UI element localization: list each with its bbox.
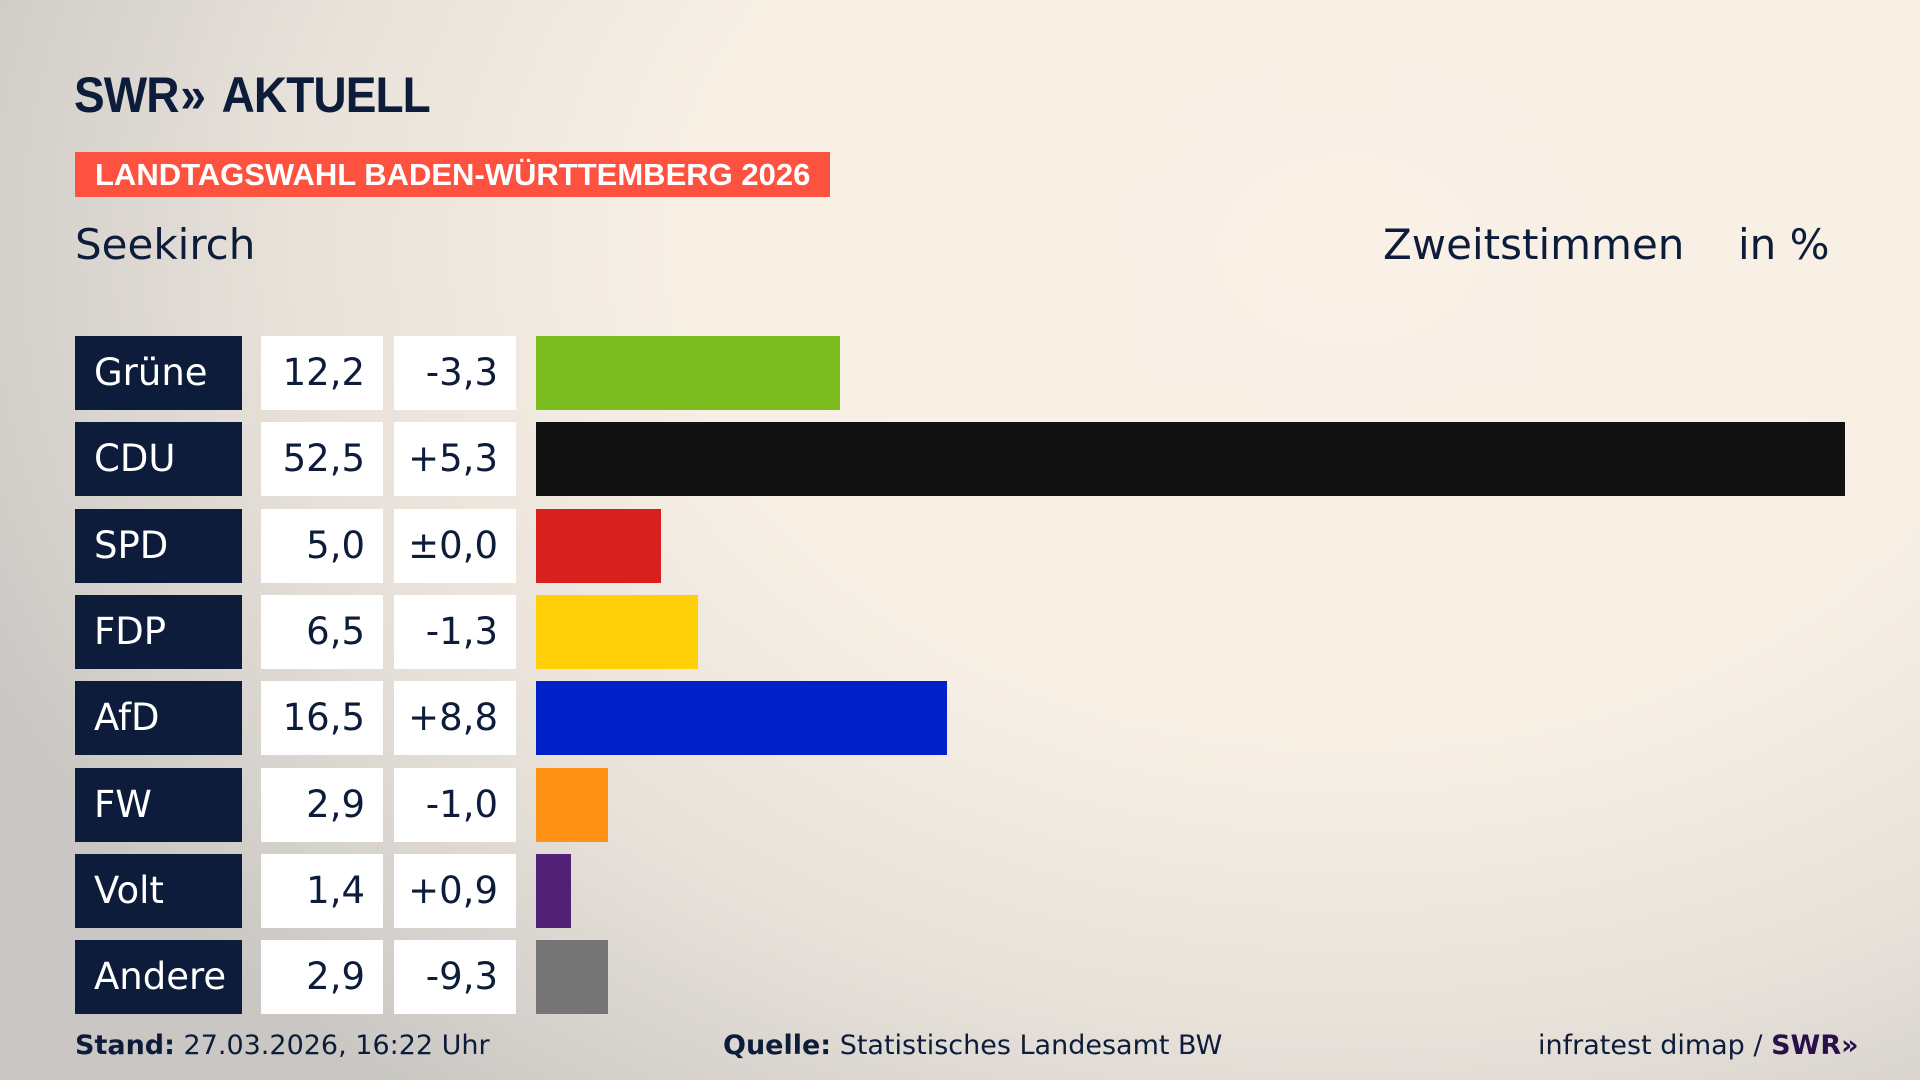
source: Quelle: Statistisches Landesamt BW (723, 1030, 1222, 1061)
diff-label: +8,8 (394, 681, 516, 756)
bar (536, 940, 609, 1015)
swr-small-logo: SWR» (1771, 1030, 1859, 1061)
stand-value: 27.03.2026, 16:22 Uhr (183, 1030, 490, 1061)
credit: infratest dimap / SWR» (1538, 1030, 1859, 1061)
logo-swr: SWR (74, 67, 179, 123)
chevrons-icon: » (180, 67, 206, 123)
party-label: Volt (75, 853, 242, 928)
party-label: SPD (75, 508, 242, 583)
diff-label: +5,3 (394, 422, 516, 497)
bar (536, 508, 661, 583)
diff-label: -1,3 (394, 594, 516, 669)
bar (536, 594, 699, 669)
value-label: 5,0 (261, 508, 383, 583)
value-label: 16,5 (261, 681, 383, 756)
party-label: Grüne (75, 336, 242, 410)
bar (536, 767, 609, 842)
party-label: CDU (75, 422, 242, 497)
timestamp: Stand: 27.03.2026, 16:22 Uhr (75, 1030, 490, 1061)
diff-label: ±0,0 (394, 508, 516, 583)
bar (536, 422, 1845, 497)
logo-aktuell: AKTUELL (221, 67, 431, 123)
party-label: Andere (75, 940, 242, 1015)
value-label: 52,5 (261, 422, 383, 497)
unit-label: in % (1738, 220, 1830, 269)
diff-label: -9,3 (394, 940, 516, 1015)
diff-label: -3,3 (394, 336, 516, 410)
value-label: 2,9 (261, 940, 383, 1015)
value-label: 2,9 (261, 767, 383, 842)
election-banner: LANDTAGSWAHL BADEN-WÜRTTEMBERG 2026 (75, 152, 831, 197)
credit-text: infratest dimap / (1538, 1030, 1763, 1061)
bar (536, 853, 571, 928)
bar (536, 336, 841, 410)
value-label: 1,4 (261, 853, 383, 928)
value-label: 12,2 (261, 336, 383, 410)
party-label: FDP (75, 594, 242, 669)
source-value: Statistisches Landesamt BW (839, 1030, 1223, 1061)
bar (536, 681, 948, 756)
source-label: Quelle: (723, 1030, 832, 1061)
place-title: Seekirch (75, 220, 256, 269)
party-label: AfD (75, 681, 242, 756)
diff-label: +0,9 (394, 853, 516, 928)
swr-aktuell-logo: SWR » AKTUELL (74, 66, 431, 124)
party-label: FW (75, 767, 242, 842)
value-label: 6,5 (261, 594, 383, 669)
vote-type-label: Zweitstimmen (1383, 220, 1685, 269)
stand-label: Stand: (75, 1030, 175, 1061)
diff-label: -1,0 (394, 767, 516, 842)
